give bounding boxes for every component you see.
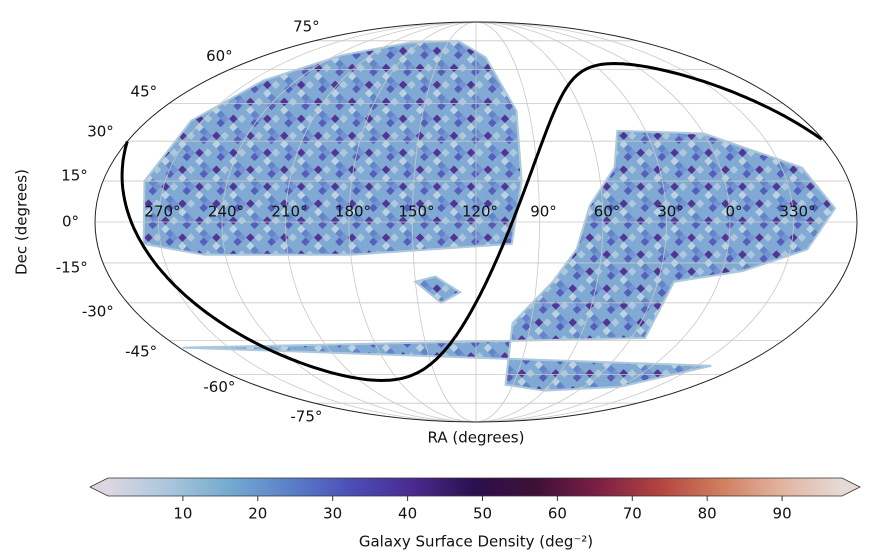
- y-tick-label: 0°: [62, 213, 79, 231]
- colorbar-tick-label: 30: [323, 505, 342, 523]
- y-tick-label: 15°: [61, 166, 88, 184]
- colorbar: [108, 478, 842, 496]
- y-tick-label: -60°: [203, 378, 235, 396]
- colorbar-extend-high: [842, 478, 860, 496]
- x-tick-label: 180°: [335, 203, 371, 221]
- x-tick-label: 120°: [462, 203, 498, 221]
- y-tick-label: 60°: [206, 47, 233, 65]
- y-tick-label: -15°: [56, 259, 88, 277]
- colorbar-extend-low: [90, 478, 108, 496]
- x-axis-label: RA (degrees): [428, 429, 525, 447]
- galactic-plane: [120, 61, 823, 383]
- colorbar-tick-label: 80: [698, 505, 717, 523]
- x-tick-label: 270°: [144, 203, 180, 221]
- colorbar-tick-label: 40: [398, 505, 417, 523]
- north-footprint: [142, 39, 523, 256]
- colorbar-tick-label: 60: [548, 505, 567, 523]
- x-tick-label: 30°: [657, 203, 684, 221]
- x-tick-label: 150°: [398, 203, 434, 221]
- x-tick-label: 60°: [594, 203, 621, 221]
- colorbar-tick-label: 20: [248, 505, 267, 523]
- colorbar-tick-label: 90: [773, 505, 792, 523]
- x-tick-label: 240°: [208, 203, 244, 221]
- colorbar-tick-label: 70: [623, 505, 642, 523]
- x-tick-label: 210°: [271, 203, 307, 221]
- y-tick-label: 45°: [131, 83, 158, 101]
- graticule: [95, 21, 857, 423]
- y-tick-label: -45°: [125, 342, 157, 360]
- y-tick-label: 75°: [293, 18, 320, 36]
- colorbar-label: Galaxy Surface Density (deg⁻²): [359, 533, 593, 551]
- map-outline: [94, 21, 858, 423]
- x-tick-label: 0°: [725, 203, 742, 221]
- north-footprint-island: [413, 275, 463, 305]
- colorbar-tick-label: 10: [173, 505, 192, 523]
- colorbar-tick-label: 50: [473, 505, 492, 523]
- x-tick-label: 90°: [530, 203, 557, 221]
- y-tick-label: -30°: [82, 302, 114, 320]
- x-tick-label: 330°: [779, 203, 815, 221]
- y-tick-label: -75°: [290, 407, 322, 425]
- y-tick-label: 30°: [87, 123, 114, 141]
- colorbar-outline: [89, 477, 861, 497]
- y-axis-label: Dec (degrees): [13, 169, 31, 275]
